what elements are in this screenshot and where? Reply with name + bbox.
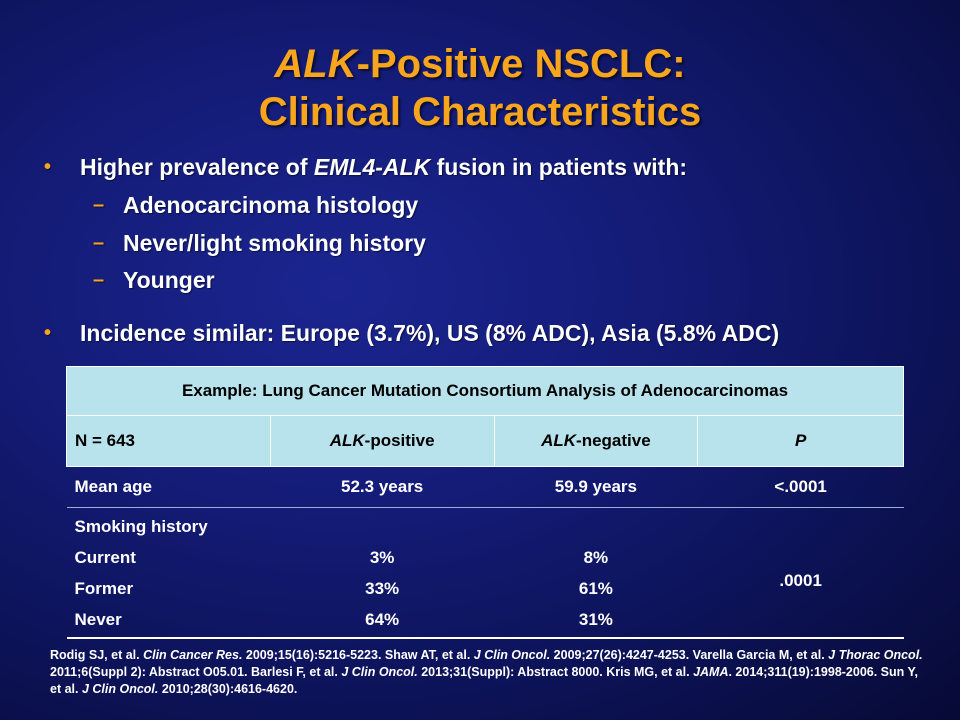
slide-title-line1: ALK-Positive NSCLC:	[0, 42, 960, 86]
references: Rodig SJ, et al. Clin Cancer Res. 2009;1…	[50, 648, 923, 696]
sub-bullet-smoking: – Never/light smoking history	[93, 230, 426, 256]
former-alk-positive: 33%	[365, 579, 400, 598]
never-alk-negative: 31%	[578, 610, 613, 629]
smoking-p-value: .0001	[779, 571, 822, 590]
table-row: Mean age 52.3 years 59.9 years <.0001	[66, 466, 904, 508]
row-label-mean-age: Mean age	[66, 466, 271, 508]
header-n: N = 643	[66, 415, 271, 467]
former-alk-negative: 61%	[578, 579, 613, 598]
current-alk-negative: 8%	[583, 548, 609, 567]
bullet-prevalence: • Higher prevalence of EML4-ALK fusion in…	[44, 154, 688, 180]
title-rest: -Positive NSCLC:	[356, 42, 686, 86]
table-header-row: N = 643 ALK-positive ALK-negative P	[66, 415, 904, 467]
row-label-smoking-history: Smoking history	[74, 517, 208, 536]
age-alk-negative: 59.9 years	[494, 466, 698, 508]
slide-title-line2: Clinical Characteristics	[258, 90, 702, 134]
table-caption: Example: Lung Cancer Mutation Consortium…	[66, 366, 904, 416]
header-alk-positive: ALK-positive	[269, 415, 495, 467]
sub-bullet-younger: – Younger	[93, 267, 215, 293]
smoking-alk-negative: 8% 61% 31%	[494, 508, 698, 639]
smoking-alk-positive: 3% 33% 64%	[270, 508, 494, 639]
sub-bullet-adenocarcinoma: – Adenocarcinoma histology	[93, 192, 419, 218]
bullet-mark: •	[44, 156, 52, 178]
row-label-current: Current	[74, 548, 136, 567]
bullet-incidence: • Incidence similar: Europe (3.7%), US (8…	[44, 320, 780, 346]
current-alk-positive: 3%	[369, 548, 395, 567]
dash-mark: –	[93, 269, 105, 291]
row-label-never: Never	[74, 610, 122, 629]
never-alk-positive: 64%	[365, 610, 400, 629]
table-row: Smoking history Current Former Never 3% …	[66, 508, 904, 639]
title-italic-gene: ALK	[274, 42, 357, 86]
dash-mark: –	[93, 232, 105, 254]
age-p-value: <.0001	[697, 466, 904, 508]
bullet-mark: •	[44, 322, 52, 344]
age-alk-positive: 52.3 years	[270, 466, 494, 508]
smoking-labels: Smoking history Current Former Never	[67, 508, 271, 639]
consortium-table: Example: Lung Cancer Mutation Consortium…	[66, 366, 904, 639]
dash-mark: –	[93, 194, 105, 216]
row-label-former: Former	[74, 579, 134, 598]
header-alk-negative: ALK-negative	[493, 415, 699, 467]
table-caption-row: Example: Lung Cancer Mutation Consortium…	[66, 366, 904, 416]
header-p: P	[697, 415, 904, 467]
